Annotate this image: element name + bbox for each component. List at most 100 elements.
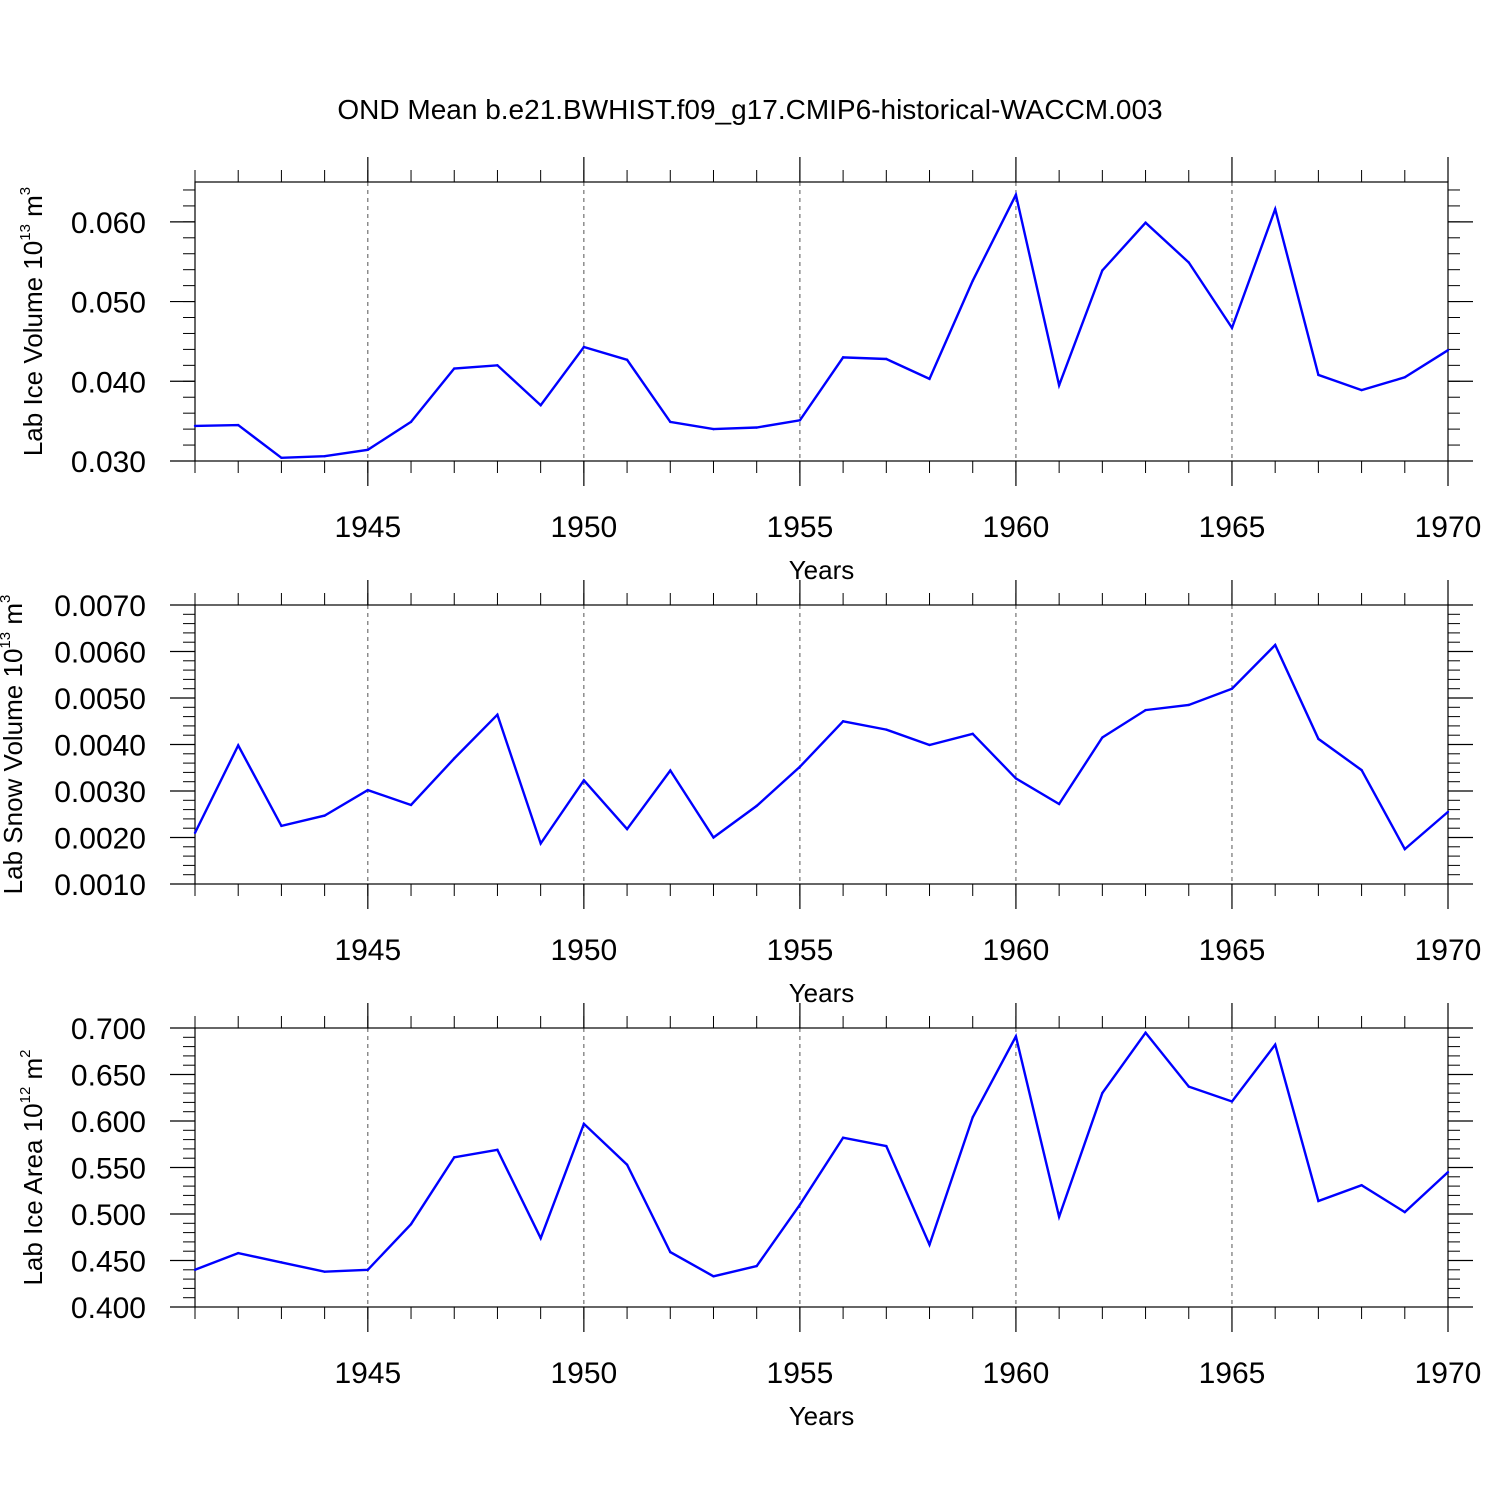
x-tick-label: 1960	[983, 1357, 1050, 1390]
x-tick-label: 1955	[767, 511, 834, 544]
data-point	[1187, 261, 1190, 264]
data-point	[712, 1275, 715, 1278]
data-point	[280, 824, 283, 828]
y-label-text: Lab Snow Volume 10	[0, 649, 28, 895]
data-point	[193, 424, 197, 428]
y-axis-label: Lab Ice Area 1012 m2	[17, 1049, 48, 1285]
figure-title: OND Mean b.e21.BWHIST.f09_g17.CMIP6-hist…	[337, 94, 1162, 125]
data-point	[193, 831, 197, 835]
y-tick-label: 0.0030	[54, 776, 146, 809]
data-point	[971, 1116, 974, 1119]
x-tick-label: 1965	[1199, 934, 1266, 967]
data-point	[1057, 802, 1061, 806]
data-point	[1230, 1100, 1234, 1103]
data-point	[582, 779, 586, 782]
data-point	[409, 420, 413, 424]
y-tick-label: 0.040	[71, 366, 146, 399]
y-label-text: m	[0, 603, 28, 632]
data-point	[1317, 737, 1320, 741]
data-point	[928, 743, 931, 747]
data-point	[669, 769, 672, 772]
y-tick-label: 0.450	[71, 1246, 146, 1279]
data-point	[1144, 1031, 1147, 1034]
y-label-superscript: 2	[17, 1049, 34, 1057]
y-label-text: Lab Ice Volume 10	[18, 241, 48, 456]
y-tick-label: 0.0050	[54, 683, 146, 716]
data-point	[625, 358, 629, 361]
data-point	[1403, 376, 1406, 379]
data-point	[1446, 810, 1450, 814]
y-axis-label: Lab Ice Volume 1013 m3	[17, 187, 48, 456]
x-tick-label: 1965	[1199, 511, 1266, 544]
data-point	[1317, 1199, 1320, 1203]
x-tick-label: 1970	[1415, 1357, 1482, 1390]
y-label-superscript: 13	[17, 224, 34, 241]
data-point	[496, 1148, 499, 1152]
y-tick-label: 0.0060	[54, 637, 146, 670]
data-point	[280, 1261, 283, 1264]
data-point	[1273, 207, 1277, 211]
y-label-superscript: 3	[0, 595, 14, 603]
x-axis-label: Years	[789, 1401, 855, 1431]
data-point	[1057, 384, 1061, 387]
x-tick-label: 1950	[550, 511, 617, 544]
data-point	[1144, 708, 1147, 712]
data-point	[539, 404, 542, 407]
data-point	[625, 1163, 629, 1166]
ice-volume-panel: 1945 1950 1955 1960 1965 1970 Years 0.030 0.040 0…	[17, 157, 1481, 585]
data-point	[539, 842, 542, 845]
data-point	[539, 1236, 542, 1240]
data-series-line	[193, 642, 1449, 851]
y-tick-label: 0.050	[71, 287, 146, 320]
data-point	[323, 1270, 326, 1273]
y-label-superscript: 13	[0, 632, 14, 649]
data-series-line	[194, 191, 1449, 460]
data-point	[1360, 768, 1363, 772]
data-point	[496, 713, 499, 716]
data-point	[1273, 643, 1277, 647]
data-point	[928, 1243, 931, 1246]
y-axis-label: Lab Snow Volume 1013 m3	[0, 595, 28, 895]
y-tick-label: 0.0010	[54, 869, 146, 902]
data-point	[1317, 373, 1320, 377]
data-point	[280, 456, 283, 460]
data-point	[237, 1251, 240, 1255]
data-point	[366, 788, 370, 792]
data-point	[885, 728, 888, 731]
y-tick-label: 0.700	[71, 1013, 146, 1046]
data-point	[323, 455, 326, 458]
data-point	[1014, 777, 1018, 780]
data-point	[193, 1268, 197, 1272]
y-tick-label: 0.500	[71, 1199, 146, 1232]
y-tick-label: 0.650	[71, 1060, 146, 1093]
y-tick-label: 0.030	[71, 446, 146, 479]
data-point	[971, 279, 974, 283]
data-point	[1101, 269, 1104, 272]
data-point	[1144, 221, 1147, 224]
data-point	[669, 1250, 672, 1254]
data-point	[453, 1156, 456, 1159]
data-point	[712, 427, 715, 431]
data-point	[1360, 1183, 1363, 1187]
x-tick-label: 1960	[983, 511, 1050, 544]
data-point	[237, 744, 240, 747]
y-label-text: m	[18, 1058, 48, 1087]
x-tick-label: 1950	[550, 934, 617, 967]
data-point	[928, 377, 931, 381]
y-label-superscript: 12	[17, 1087, 34, 1104]
data-series-line	[194, 1030, 1449, 1278]
x-tick-label: 1965	[1199, 1357, 1266, 1390]
data-point	[798, 1203, 802, 1206]
data-point	[582, 1122, 586, 1125]
data-point	[885, 357, 888, 361]
data-point	[669, 420, 672, 424]
y-tick-label: 0.600	[71, 1106, 146, 1139]
y-tick-label: 0.0070	[54, 590, 146, 623]
x-tick-label: 1950	[550, 1357, 617, 1390]
x-tick-label: 1970	[1415, 934, 1482, 967]
y-tick-label: 0.060	[71, 207, 146, 240]
data-point	[625, 827, 629, 831]
y-label-superscript: 3	[17, 187, 34, 195]
data-point	[841, 720, 845, 723]
